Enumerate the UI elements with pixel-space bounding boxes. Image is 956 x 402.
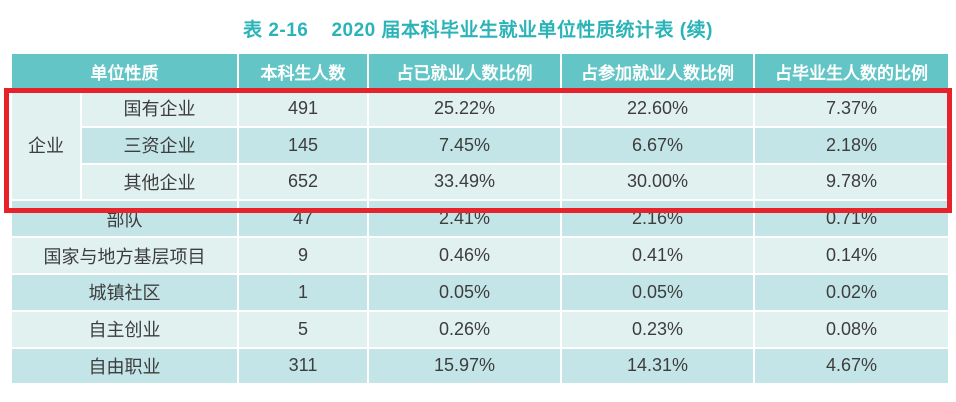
cell-pct-graduates: 9.78% — [753, 162, 950, 202]
cell-type: 自由职业 — [10, 346, 239, 386]
cell-count: 145 — [237, 125, 369, 165]
table-row-army: 部队 47 2.41% 2.16% 0.71% — [10, 199, 950, 239]
table-row-freelance: 自由职业 311 15.97% 14.31% 4.67% — [10, 346, 950, 386]
cell-count: 5 — [237, 309, 369, 349]
cell-pct-graduates: 0.02% — [753, 272, 950, 312]
cell-pct-participating: 0.05% — [560, 272, 755, 312]
cell-type: 自主创业 — [10, 309, 239, 349]
col-header-undergrad-count: 本科生人数 — [237, 52, 369, 91]
cell-count: 9 — [237, 236, 369, 275]
cell-type: 国家与地方基层项目 — [10, 236, 239, 275]
table-row-grassroots-project: 国家与地方基层项目 9 0.46% 0.41% 0.14% — [10, 236, 950, 275]
header-row: 单位性质 本科生人数 占已就业人数比例 占参加就业人数比例 占毕业生人数的比例 — [10, 52, 950, 91]
cell-pct-graduates: 0.14% — [753, 236, 950, 275]
cell-pct-participating: 6.67% — [560, 125, 755, 165]
cell-count: 311 — [237, 346, 369, 386]
cell-pct-employed: 2.41% — [367, 199, 562, 239]
cell-pct-participating: 0.23% — [560, 309, 755, 349]
table-row-state-owned: 企业 国有企业 491 25.22% 22.60% 7.37% — [10, 88, 950, 202]
cell-pct-employed: 0.05% — [367, 272, 562, 312]
cell-type: 三资企业 — [80, 125, 239, 165]
cell-type: 国有企业 — [80, 89, 239, 128]
cell-pct-employed: 0.46% — [367, 236, 562, 275]
col-header-unit-type: 单位性质 — [10, 52, 239, 91]
col-header-pct-employed: 占已就业人数比例 — [367, 52, 562, 91]
cell-pct-graduates: 2.18% — [753, 125, 950, 165]
cell-pct-participating: 30.00% — [560, 162, 755, 202]
cell-pct-graduates: 0.71% — [753, 199, 950, 239]
cell-pct-graduates: 4.67% — [753, 346, 950, 386]
table-row-urban-community: 城镇社区 1 0.05% 0.05% 0.02% — [10, 272, 950, 312]
cell-pct-participating: 14.31% — [560, 346, 755, 386]
cell-type: 其他企业 — [80, 162, 239, 202]
cell-count: 1 — [237, 272, 369, 312]
table-title: 表 2-16 2020 届本科毕业生就业单位性质统计表 (续) — [243, 20, 713, 41]
cell-pct-participating: 22.60% — [560, 89, 755, 128]
table-row-other-enterprise: 其他企业 652 33.49% 30.00% 9.78% — [11, 162, 950, 202]
group-cell-enterprise: 企业 — [10, 88, 82, 202]
cell-pct-employed: 25.22% — [367, 89, 562, 128]
cell-count: 652 — [237, 162, 369, 202]
cell-pct-employed: 33.49% — [367, 162, 562, 202]
cell-pct-graduates: 0.08% — [753, 309, 950, 349]
employment-statistics-table: 单位性质 本科生人数 占已就业人数比例 占参加就业人数比例 占毕业生人数的比例 … — [10, 52, 950, 386]
cell-pct-employed: 15.97% — [367, 346, 562, 386]
cell-pct-employed: 7.45% — [367, 125, 562, 165]
cell-pct-participating: 2.16% — [560, 199, 755, 239]
data-table: 单位性质 本科生人数 占已就业人数比例 占参加就业人数比例 占毕业生人数的比例 … — [10, 52, 950, 386]
cell-type: 城镇社区 — [10, 272, 239, 312]
cell-pct-participating: 0.41% — [560, 236, 755, 275]
cell-type: 部队 — [10, 199, 239, 239]
cell-pct-graduates: 7.37% — [753, 89, 950, 128]
table-row-self-employment: 自主创业 5 0.26% 0.23% 0.08% — [10, 309, 950, 349]
col-header-pct-graduates: 占毕业生人数的比例 — [753, 52, 950, 91]
col-header-pct-participating: 占参加就业人数比例 — [560, 52, 755, 91]
cell-count: 47 — [237, 199, 369, 239]
cell-pct-employed: 0.26% — [367, 309, 562, 349]
table-row-foreign-funded: 三资企业 145 7.45% 6.67% 2.18% — [11, 125, 950, 165]
cell-count: 491 — [237, 89, 369, 128]
